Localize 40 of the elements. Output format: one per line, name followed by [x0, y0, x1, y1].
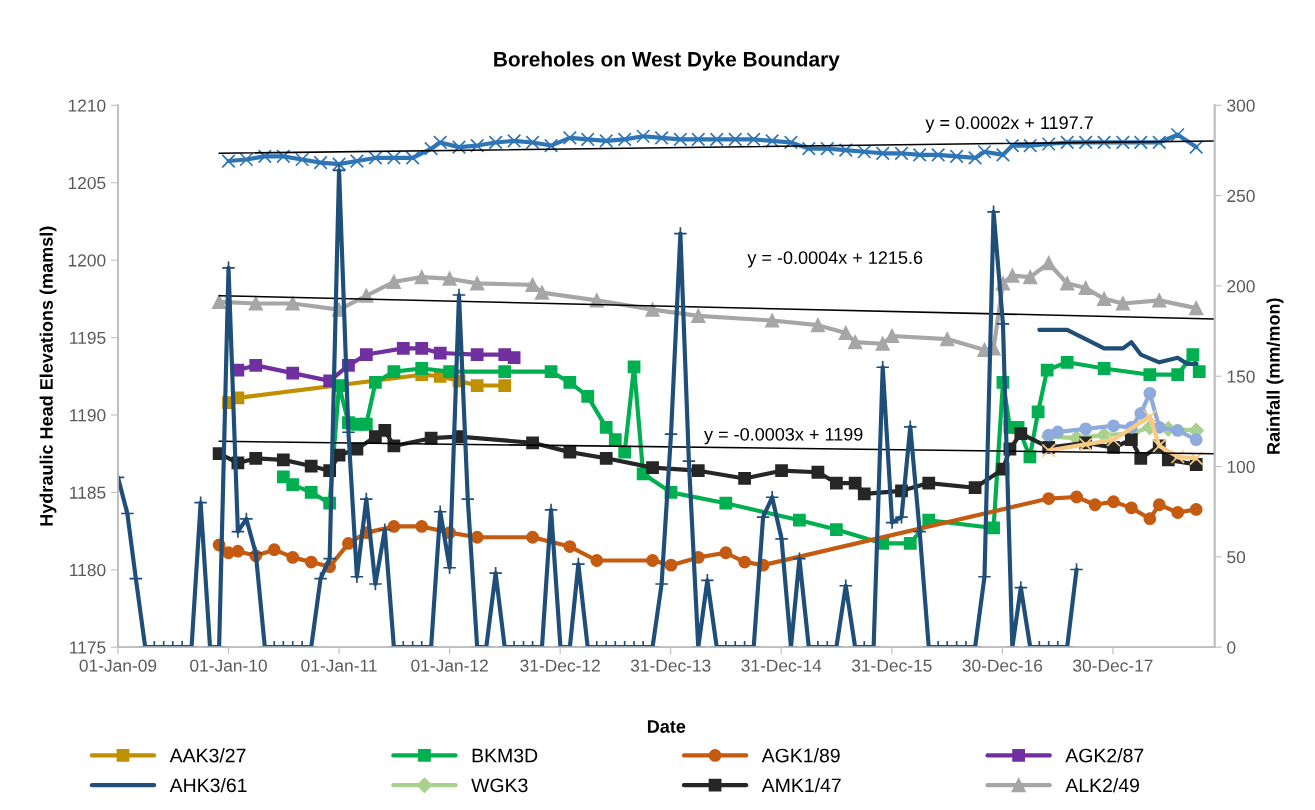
chart-title: Boreholes on West Dyke Boundary	[494, 51, 840, 71]
annotation: y = 0.0002x + 1197.7	[925, 116, 1093, 133]
y2-tick-label: 200	[1227, 280, 1255, 293]
y2-axis-title: Rainfall (mm/mon)	[1266, 298, 1284, 454]
y2-tick-label: 300	[1227, 99, 1255, 112]
x-tick-label: 31-Dec-15	[851, 659, 932, 672]
y-tick-label: 1190	[70, 409, 106, 422]
annotation: y = -0.0003x + 1199	[704, 427, 863, 445]
y-tick-label: 1200	[68, 254, 106, 267]
legend-label: AMK1/47	[761, 777, 841, 793]
annotation: y = -0.0004x + 1215.6	[747, 251, 923, 268]
y2-tick-label: 250	[1227, 189, 1255, 203]
y-tick-label: 1205	[68, 176, 106, 190]
y2-tick-label: 50	[1227, 551, 1246, 564]
y2-tick-label: 150	[1227, 370, 1255, 383]
x-tick-label: 31-Dec-14	[741, 659, 822, 672]
legend-label: AAK3/27	[169, 748, 246, 763]
y-tick-label: 1180	[70, 563, 106, 577]
y-axis-title: Hydraulic Head Elevations (mamsl)	[39, 226, 57, 526]
legend-label: AHK3/61	[169, 777, 247, 793]
y-tick-label: 1210	[68, 99, 106, 112]
legend-label: BKM3D	[472, 748, 538, 763]
x-tick-label: 01-Jan-09	[79, 659, 157, 672]
x-tick-label: 01-Jan-11	[301, 659, 377, 672]
x-tick-label: 31-Dec-13	[630, 659, 711, 672]
y-tick-label: 1175	[70, 641, 106, 654]
legend-label: ALK2/49	[1065, 777, 1139, 793]
x-axis-title: Date	[647, 720, 686, 733]
y-tick-label: 1185	[70, 486, 106, 499]
y2-tick-label: 0	[1227, 641, 1236, 654]
x-tick-label: 30-Dec-16	[962, 659, 1043, 672]
y2-tick-label: 100	[1227, 460, 1255, 474]
legend-label: AGK2/87	[1065, 748, 1144, 763]
legend-label: WGK3	[471, 778, 528, 793]
legend-label: AGK1/89	[761, 748, 840, 763]
x-tick-label: 30-Dec-17	[1073, 659, 1153, 672]
x-tick-label: 01-Jan-12	[411, 659, 488, 672]
x-tick-label: 31-Dec-12	[520, 659, 600, 672]
y-tick-label: 1195	[70, 331, 106, 344]
x-tick-label: 01-Jan-10	[190, 659, 267, 672]
